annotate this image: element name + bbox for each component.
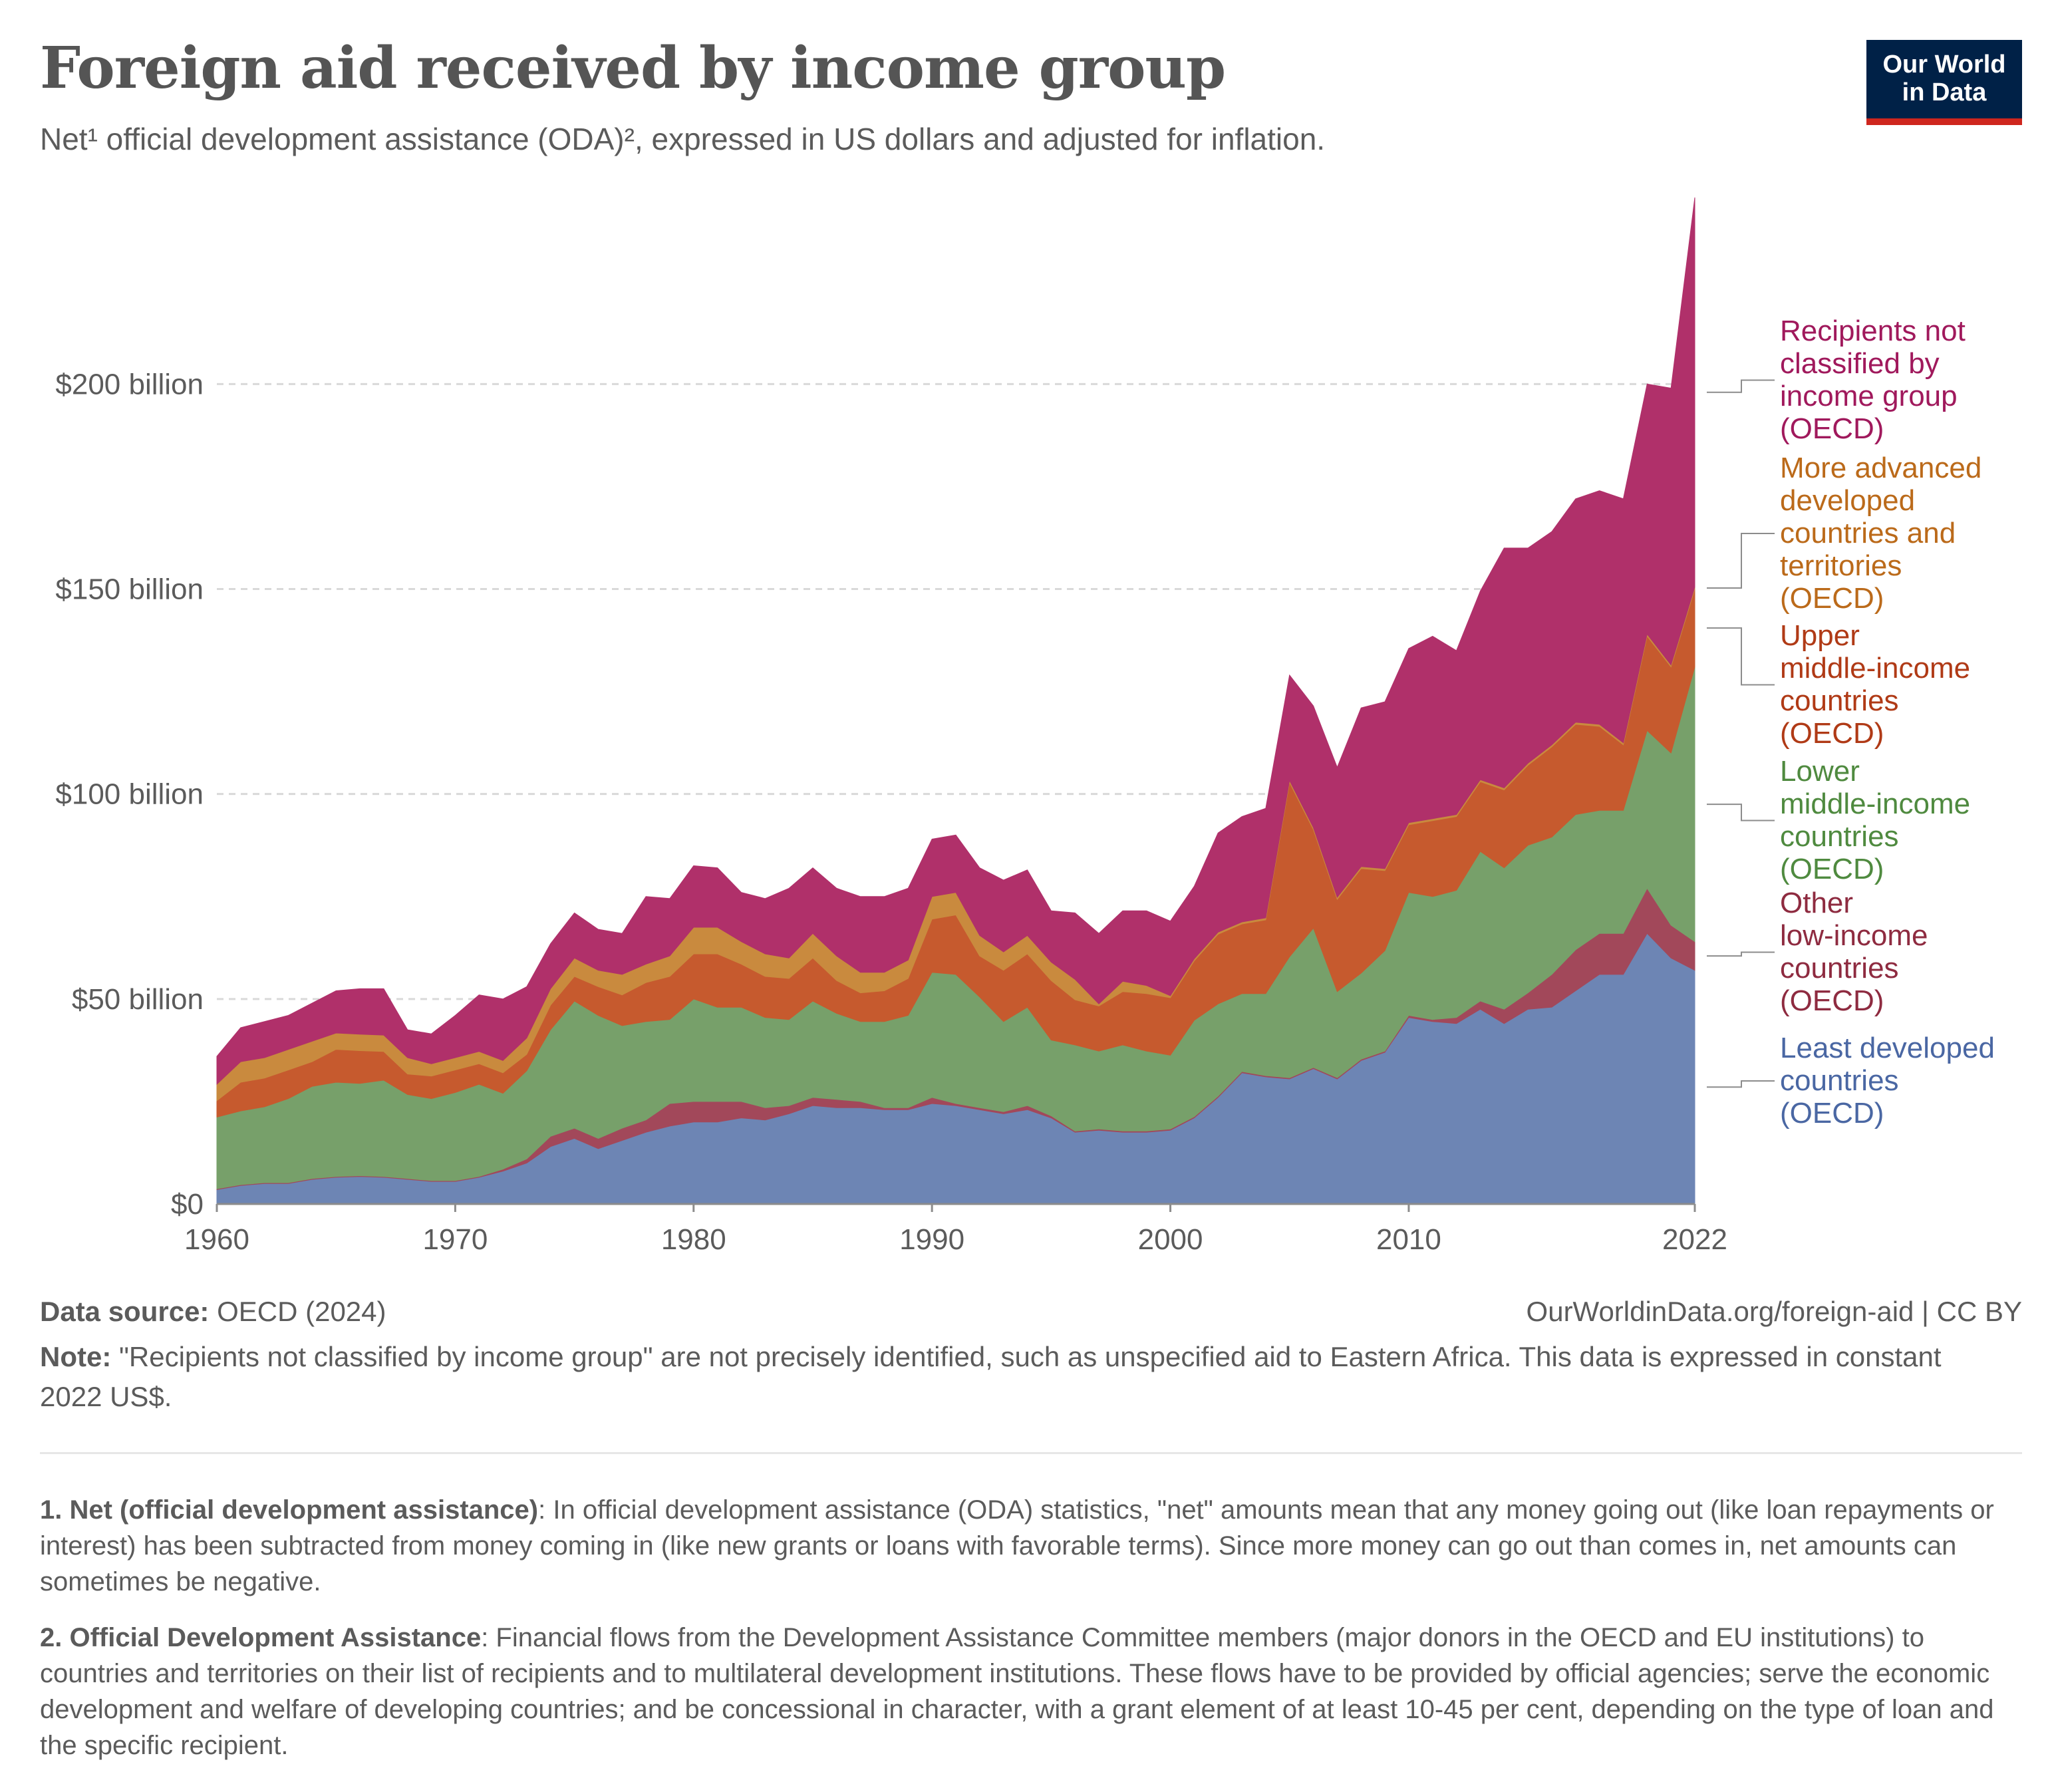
area-unclassified[interactable] xyxy=(216,197,1695,1086)
legend-label-line: Least developed xyxy=(1780,1032,1995,1064)
legend-label-line: middle-income xyxy=(1780,788,1970,820)
legend-label-line: Lower xyxy=(1780,755,1860,788)
legend-connector xyxy=(1707,379,1775,393)
y-tick-label: $100 billion xyxy=(55,778,204,811)
legend-label-line: (OECD) xyxy=(1780,717,1884,750)
y-tick-label: $50 billion xyxy=(72,983,204,1016)
legend-label-line: countries and xyxy=(1780,517,1956,549)
y-tick-label: $150 billion xyxy=(55,573,204,606)
y-tick-label: $200 billion xyxy=(55,368,204,400)
legend-label-line: (OECD) xyxy=(1780,984,1884,1017)
chart-subtitle: Net¹ official development assistance (OD… xyxy=(40,122,1326,156)
chart-title: Foreign aid received by income group xyxy=(40,35,1226,102)
x-tick-label: 1990 xyxy=(899,1223,964,1256)
legend-label-line: middle-income xyxy=(1780,652,1970,684)
legend-label-line: Upper xyxy=(1780,619,1860,652)
footnote-2: 2. Official Development Assistance: Fina… xyxy=(40,1620,2002,1763)
legend-label-madct[interactable]: More advanced developed countries and terri… xyxy=(1780,452,1981,615)
x-tick-label: 2022 xyxy=(1662,1223,1727,1256)
legend-label-line: countries xyxy=(1780,684,1899,717)
legend-label-line: countries xyxy=(1780,1064,1899,1097)
legend-label-ldc[interactable]: Least developed countries (OECD) xyxy=(1780,1032,1995,1129)
x-tick-label: 1960 xyxy=(184,1223,249,1256)
footnote-1-text: : In official development assistance (OD… xyxy=(40,1495,1994,1596)
legend-label-line: classified by xyxy=(1780,347,1940,380)
legend-label-unclassified[interactable]: Recipients not classified by income group(… xyxy=(1780,315,1966,445)
footnote-2-label: 2. Official Development Assistance xyxy=(40,1623,482,1652)
logo-line-2: in Data xyxy=(1902,78,1987,106)
footnote-divider xyxy=(40,1452,2022,1454)
legend-connector xyxy=(1707,1080,1775,1088)
x-tick-label: 1980 xyxy=(661,1223,726,1256)
legend-connector xyxy=(1707,627,1775,686)
footnote-2-text: : Financial flows from the Development A… xyxy=(40,1623,1994,1760)
source-label: Data source: xyxy=(40,1296,210,1327)
legend-label-line: income group xyxy=(1780,380,1958,412)
logo-line-1: Our World xyxy=(1882,51,2006,78)
stacked-area-chart: $0 $50 billion $100 billion $150 billion $20… xyxy=(55,197,1995,1256)
x-tick-label: 1970 xyxy=(422,1223,488,1256)
y-tick-label: $0 xyxy=(171,1188,204,1221)
note-text: "Recipients not classified by income gro… xyxy=(40,1341,1942,1412)
footnote-1: 1. Net (official development assistance)… xyxy=(40,1492,2002,1600)
legend-label-line: developed xyxy=(1780,484,1915,517)
legend-label-line: countries xyxy=(1780,820,1899,853)
legend-label-umic[interactable]: Upper middle-income countries (OECD) xyxy=(1780,619,1970,750)
url-license-link[interactable]: OurWorldinData.org/foreign-aid | CC BY xyxy=(1526,1296,2022,1327)
legend-label-line: Other xyxy=(1780,887,1853,919)
legend-label-line: (OECD) xyxy=(1780,1097,1884,1129)
footer-source-row: Data source: OECD (2024) OurWorldinData.… xyxy=(40,1296,2022,1328)
legend-connector xyxy=(1707,533,1775,589)
legend-label-line: (OECD) xyxy=(1780,853,1884,885)
axes: $0 $50 billion $100 billion $150 billion $20… xyxy=(55,368,1727,1256)
legend-label-line: Recipients not xyxy=(1780,315,1966,347)
legend-connector xyxy=(1707,951,1775,957)
x-tick-label: 2010 xyxy=(1376,1223,1441,1256)
note-label: Note: xyxy=(40,1341,112,1372)
legend-label-line: territories xyxy=(1780,549,1902,582)
legend-label-line: low-income xyxy=(1780,919,1928,952)
source-value: OECD (2024) xyxy=(217,1296,386,1327)
legend-label-lmic[interactable]: Lower middle-income countries (OECD) xyxy=(1780,755,1970,885)
legend-label-line: countries xyxy=(1780,952,1899,984)
legend-connector xyxy=(1707,804,1775,821)
owid-logo[interactable]: Our World in Data xyxy=(1866,40,2022,125)
legend-label-line: More advanced xyxy=(1780,452,1981,484)
legend-label-other_lic[interactable]: Other low-income countries (OECD) xyxy=(1780,887,1928,1017)
footnote-1-label: 1. Net (official development assistance) xyxy=(40,1495,539,1525)
legend-label-line: (OECD) xyxy=(1780,582,1884,615)
x-tick-label: 2000 xyxy=(1138,1223,1203,1256)
series-areas xyxy=(216,197,1695,1205)
legend: Recipients not classified by income group(… xyxy=(1707,315,1995,1129)
chart-note: Note: "Recipients not classified by inco… xyxy=(40,1337,1969,1417)
legend-label-line: (OECD) xyxy=(1780,412,1884,445)
